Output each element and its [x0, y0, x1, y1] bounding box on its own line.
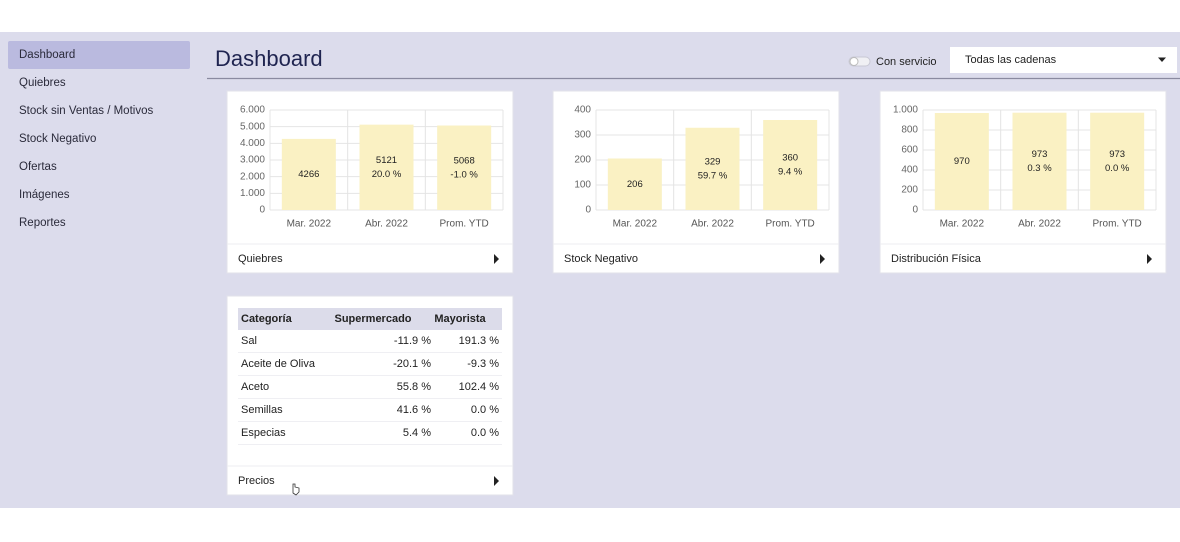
sidebar-item[interactable]: Ofertas	[19, 161, 57, 173]
bar-value-label: 5121	[376, 155, 397, 166]
x-tick-label: Abr. 2022	[691, 219, 734, 230]
table-cell: Especias	[241, 427, 286, 439]
bar	[359, 124, 414, 210]
sidebar-item[interactable]: Stock Negativo	[19, 133, 96, 145]
table-cell: 191.3 %	[459, 335, 500, 347]
card-arrow[interactable]	[820, 254, 825, 264]
table-cell: 5.4 %	[403, 427, 431, 439]
table-cell: -20.1 %	[393, 358, 431, 370]
y-tick-label: 300	[574, 130, 591, 141]
y-tick-label: 800	[901, 125, 918, 136]
table-cell: -11.9 %	[394, 335, 431, 347]
bar-value-label: 5068	[454, 155, 475, 166]
card-link[interactable]: Precios	[238, 475, 275, 487]
table-cell: Aceite de Oliva	[241, 358, 316, 370]
sidebar-item[interactable]: Stock sin Ventas / Motivos	[19, 105, 153, 117]
toggle-label[interactable]: Con servicio	[876, 56, 937, 68]
sidebar-item[interactable]: Quiebres	[19, 77, 66, 89]
x-tick-label: Prom. YTD	[766, 219, 815, 230]
y-tick-label: 6.000	[240, 105, 265, 116]
bar-value-label: 360	[782, 153, 798, 164]
bar-value-label: 329	[705, 156, 721, 167]
y-tick-label: 1.000	[893, 105, 918, 116]
bar-change-label: -1.0 %	[450, 169, 478, 180]
bar-change-label: 59.7 %	[698, 170, 728, 181]
x-tick-label: Mar. 2022	[940, 219, 985, 230]
table-header-bg	[238, 308, 502, 330]
card-link[interactable]: Stock Negativo	[564, 253, 638, 265]
table-cell: Aceto	[241, 381, 269, 393]
table-cell: 41.6 %	[397, 404, 431, 416]
y-tick-label: 100	[574, 180, 591, 191]
y-tick-label: 200	[574, 155, 591, 166]
dropdown-caret	[1158, 57, 1166, 62]
bar	[1090, 112, 1145, 210]
bar-value-label: 4266	[298, 169, 319, 180]
y-tick-label: 4.000	[240, 138, 265, 149]
card-arrow[interactable]	[1147, 254, 1152, 264]
y-tick-label: 400	[574, 105, 591, 116]
y-tick-label: 0	[912, 205, 918, 216]
bar-change-label: 20.0 %	[372, 169, 402, 180]
dropdown-value[interactable]: Todas las cadenas	[965, 54, 1057, 66]
bar-value-label: 970	[954, 156, 970, 167]
table-header: Categoría	[241, 313, 293, 325]
x-tick-label: Mar. 2022	[287, 219, 332, 230]
toggle-knob	[849, 57, 859, 66]
bar	[437, 125, 492, 210]
table-cell: 55.8 %	[397, 381, 431, 393]
table-header: Mayorista	[434, 313, 486, 325]
bar	[1012, 112, 1067, 210]
cursor	[292, 483, 300, 496]
bar-value-label: 973	[1109, 149, 1125, 160]
card-link[interactable]: Distribución Física	[891, 253, 982, 265]
table-cell: Sal	[241, 335, 257, 347]
y-tick-label: 2.000	[240, 171, 265, 182]
bar	[763, 120, 818, 210]
x-tick-label: Mar. 2022	[613, 219, 658, 230]
bar	[685, 127, 740, 210]
bar-change-label: 0.0 %	[1105, 163, 1130, 174]
y-tick-label: 0	[585, 205, 591, 216]
card-arrow[interactable]	[494, 254, 499, 264]
bar-value-label: 973	[1032, 149, 1048, 160]
bar-change-label: 9.4 %	[778, 167, 803, 178]
x-tick-label: Abr. 2022	[365, 219, 408, 230]
table-cell: Semillas	[241, 404, 283, 416]
card-arrow[interactable]	[494, 476, 499, 486]
x-tick-label: Abr. 2022	[1018, 219, 1061, 230]
bar-value-label: 206	[627, 179, 643, 190]
bar	[934, 113, 989, 210]
page-title: Dashboard	[215, 46, 323, 71]
table-header: Supermercado	[334, 313, 411, 325]
card-link[interactable]: Quiebres	[238, 253, 283, 265]
y-tick-label: 1.000	[240, 188, 265, 199]
table-cell: -9.3 %	[467, 358, 499, 370]
table-cell: 0.0 %	[471, 404, 499, 416]
y-tick-label: 0	[259, 205, 265, 216]
bar	[607, 158, 662, 210]
table-cell: 102.4 %	[459, 381, 500, 393]
x-tick-label: Prom. YTD	[440, 219, 489, 230]
sidebar-selected	[8, 41, 190, 69]
x-tick-label: Prom. YTD	[1093, 219, 1142, 230]
sidebar-item[interactable]: Reportes	[19, 217, 66, 229]
bar	[281, 138, 336, 210]
table-cell: 0.0 %	[471, 427, 499, 439]
dropdown[interactable]	[950, 47, 1177, 73]
y-tick-label: 3.000	[240, 155, 265, 166]
bar-change-label: 0.3 %	[1027, 163, 1052, 174]
y-tick-label: 400	[901, 165, 918, 176]
sidebar-item[interactable]: Imágenes	[19, 189, 70, 201]
y-tick-label: 5.000	[240, 121, 265, 132]
y-tick-label: 200	[901, 185, 918, 196]
sidebar-item[interactable]: Dashboard	[19, 49, 75, 61]
y-tick-label: 600	[901, 145, 918, 156]
